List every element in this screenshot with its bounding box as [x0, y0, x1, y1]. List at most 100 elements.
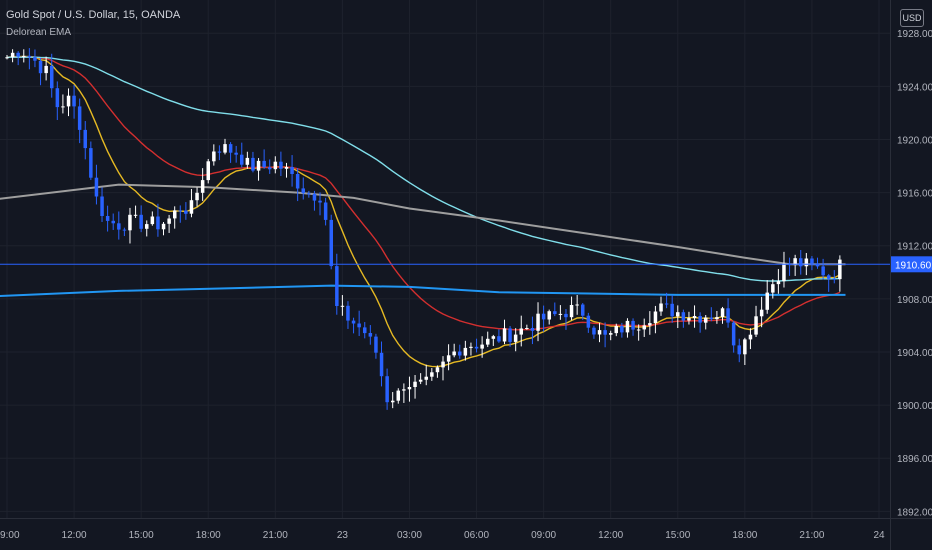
candle-body — [486, 338, 490, 345]
candle-body — [715, 317, 719, 320]
candle-body — [676, 312, 680, 317]
candle-body — [351, 320, 356, 324]
x-tick-label: 15:00 — [129, 530, 154, 541]
y-tick-label: 1908.000 — [897, 295, 932, 306]
x-tick-label: 09:00 — [0, 530, 20, 541]
candle-body — [536, 313, 540, 331]
currency-badge[interactable]: USD — [900, 9, 924, 27]
candle-body — [642, 325, 646, 330]
symbol-title[interactable]: Gold Spot / U.S. Dollar, 15, OANDA — [6, 9, 181, 21]
candle-body — [335, 266, 339, 306]
candle-body — [391, 400, 395, 403]
x-tick-label: 23 — [337, 530, 349, 541]
candle-body — [687, 318, 691, 321]
candle-body — [810, 258, 814, 264]
candle-body — [743, 339, 747, 355]
candle-body — [323, 202, 328, 220]
candle-body — [245, 157, 250, 165]
candle-body — [240, 154, 244, 165]
indicator-label[interactable]: Delorean EMA — [6, 27, 72, 38]
candle-body — [771, 284, 775, 293]
candle-body — [407, 387, 412, 390]
candle-body — [396, 390, 400, 401]
candle-body — [72, 95, 76, 107]
candle-body — [575, 304, 579, 306]
candle-body — [295, 174, 300, 189]
y-tick-label: 1896.000 — [897, 454, 932, 465]
candle-body — [167, 218, 171, 224]
candle-body — [709, 317, 714, 320]
candle-body — [200, 180, 205, 193]
candle-body — [720, 308, 725, 318]
candle-body — [424, 376, 428, 380]
candle-body — [66, 95, 71, 107]
candle-body — [150, 216, 155, 225]
candle-body — [737, 345, 741, 355]
candle-body — [318, 200, 322, 203]
candle-body — [765, 292, 769, 310]
x-tick-label: 18:00 — [196, 530, 221, 541]
candle-body — [284, 167, 289, 169]
candle-body — [435, 367, 440, 373]
candle-body — [502, 328, 507, 342]
candle-body — [228, 144, 233, 153]
x-tick-label: 06:00 — [464, 530, 489, 541]
y-tick-label: 1916.000 — [897, 189, 932, 200]
candle-body — [513, 334, 518, 342]
candle-body — [145, 224, 149, 229]
candle-body — [379, 352, 384, 377]
y-tick-label: 1924.000 — [897, 82, 932, 93]
candle-body — [133, 214, 138, 216]
candle-body — [402, 389, 406, 391]
candle-body — [262, 160, 266, 168]
candle-body — [413, 381, 417, 387]
candle-body — [692, 316, 697, 319]
candle-body — [374, 336, 378, 353]
candle-body — [525, 328, 529, 329]
candle-body — [346, 305, 350, 321]
candle-body — [799, 258, 803, 267]
candle-body — [815, 263, 820, 267]
candle-body — [340, 305, 345, 307]
candle-body — [609, 333, 613, 335]
candle-body — [195, 192, 199, 201]
candle-body — [664, 303, 669, 305]
candle-body — [441, 361, 445, 368]
candle-body — [61, 106, 65, 108]
candle-body — [659, 303, 663, 312]
candle-body — [776, 281, 781, 285]
candle-body — [620, 326, 624, 333]
candle-body — [704, 317, 708, 323]
candle-body — [614, 326, 618, 334]
candle-body — [782, 263, 786, 282]
last-price-tag — [891, 256, 932, 273]
candle-body — [452, 351, 456, 356]
x-tick-label: 09:00 — [531, 530, 556, 541]
candle-body — [217, 151, 222, 153]
candle-body — [184, 210, 188, 214]
candle-body — [592, 327, 596, 335]
candle-body — [290, 167, 294, 174]
candle-body — [117, 223, 121, 230]
candle-body — [569, 305, 574, 318]
x-tick-label: 21:00 — [799, 530, 824, 541]
candle-body — [122, 229, 127, 231]
x-tick-label: 12:00 — [62, 530, 87, 541]
candle-body — [189, 200, 194, 214]
candle-body — [553, 311, 557, 315]
candle-body — [55, 88, 60, 108]
candle-body — [212, 151, 216, 162]
candle-body — [279, 161, 283, 169]
series-line-3 — [0, 183, 846, 266]
y-tick-label: 1900.000 — [897, 401, 932, 412]
series-line-4 — [0, 284, 846, 298]
candle-body — [754, 316, 758, 335]
candle-body — [173, 210, 177, 219]
candle-body — [301, 188, 305, 194]
candle-body — [268, 167, 272, 170]
candle-body — [681, 312, 686, 321]
candle-body — [474, 346, 479, 349]
